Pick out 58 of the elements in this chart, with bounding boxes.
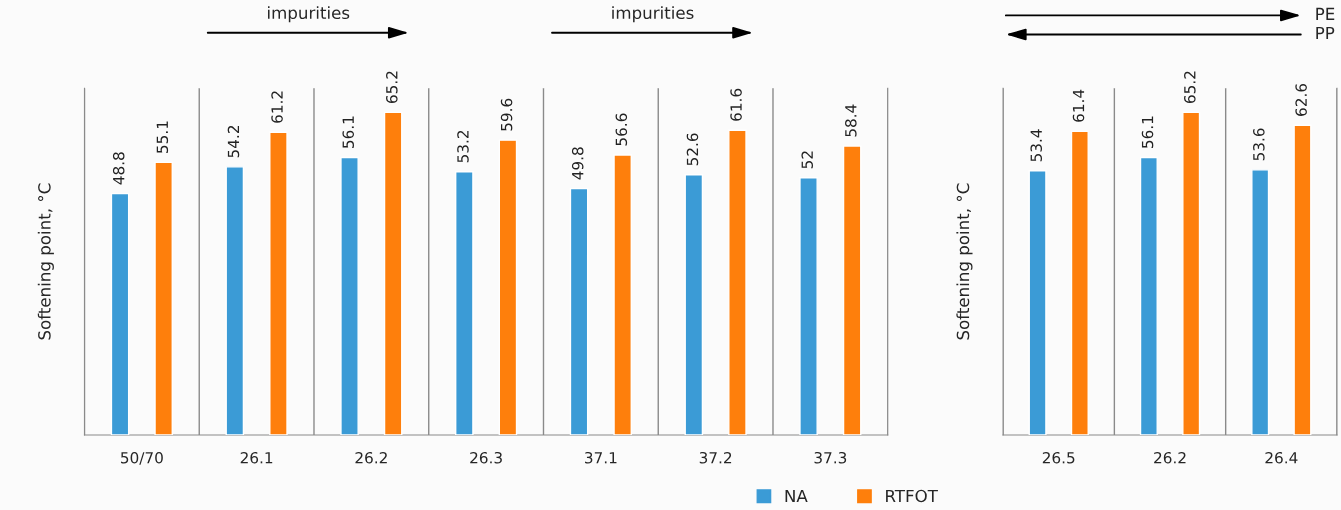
y-axis-title: Softening point, °C [37,183,54,340]
data-label: 58.4 [845,104,857,137]
bar [225,166,245,436]
text: impurities [268,6,350,23]
data-label: 55.1 [156,121,169,153]
data-label: 49.8 [571,147,584,180]
bar [1293,124,1312,436]
data-label: 52.6 [686,133,699,166]
bar [154,161,173,436]
data-label: 53.6 [1253,128,1265,161]
x-tick-label: 50/70 [121,451,163,465]
bar [110,192,130,436]
data-label: 56.6 [615,113,628,146]
data-label: 53.4 [1030,129,1042,162]
data-label: 61.2 [271,91,283,123]
data-label: 56.1 [1141,116,1154,148]
bar [1251,169,1270,436]
bar [269,131,288,436]
data-label: 52 [801,151,813,169]
bar [498,139,518,436]
text: PP [1316,26,1335,40]
bar [383,111,403,436]
x-tick-label: 26.3 [470,451,502,464]
x-tick-label: 26.4 [1265,451,1298,464]
data-label: 54.2 [227,126,240,158]
legend-label: NA [785,489,808,503]
bar [613,154,632,436]
bar [1070,130,1089,436]
x-tick-label: 26.2 [1154,451,1186,464]
bar [842,145,862,436]
data-label: 59.6 [500,98,513,131]
bar [340,156,359,436]
text: PE [1316,7,1335,20]
bar [1182,111,1201,436]
bar [799,177,818,436]
bar [455,171,474,436]
y-axis-title: Softening point, °C [956,183,973,340]
bar [684,174,704,436]
x-tick-label: 26.5 [1042,451,1075,464]
x-tick-label: 37.1 [585,451,617,464]
bar [569,187,589,436]
text: impurities [612,6,694,23]
x-tick-label: 37.3 [814,451,847,464]
data-label: 53.2 [457,130,469,163]
bar [1028,170,1047,436]
data-label: 62.6 [1295,83,1307,116]
data-label: 65.2 [386,71,398,104]
x-tick-label: 26.2 [355,451,387,464]
x-tick-label: 37.2 [699,451,732,464]
bar [728,129,747,436]
data-label: 65.2 [1184,71,1196,104]
bar [1139,156,1158,436]
data-label: 61.4 [1072,89,1085,122]
x-tick-label: 26.1 [240,451,273,464]
data-label: 61.6 [730,88,742,121]
data-label: 48.8 [112,152,125,185]
data-label: 56.1 [342,116,354,148]
legend-label: RTFOT [886,489,938,503]
